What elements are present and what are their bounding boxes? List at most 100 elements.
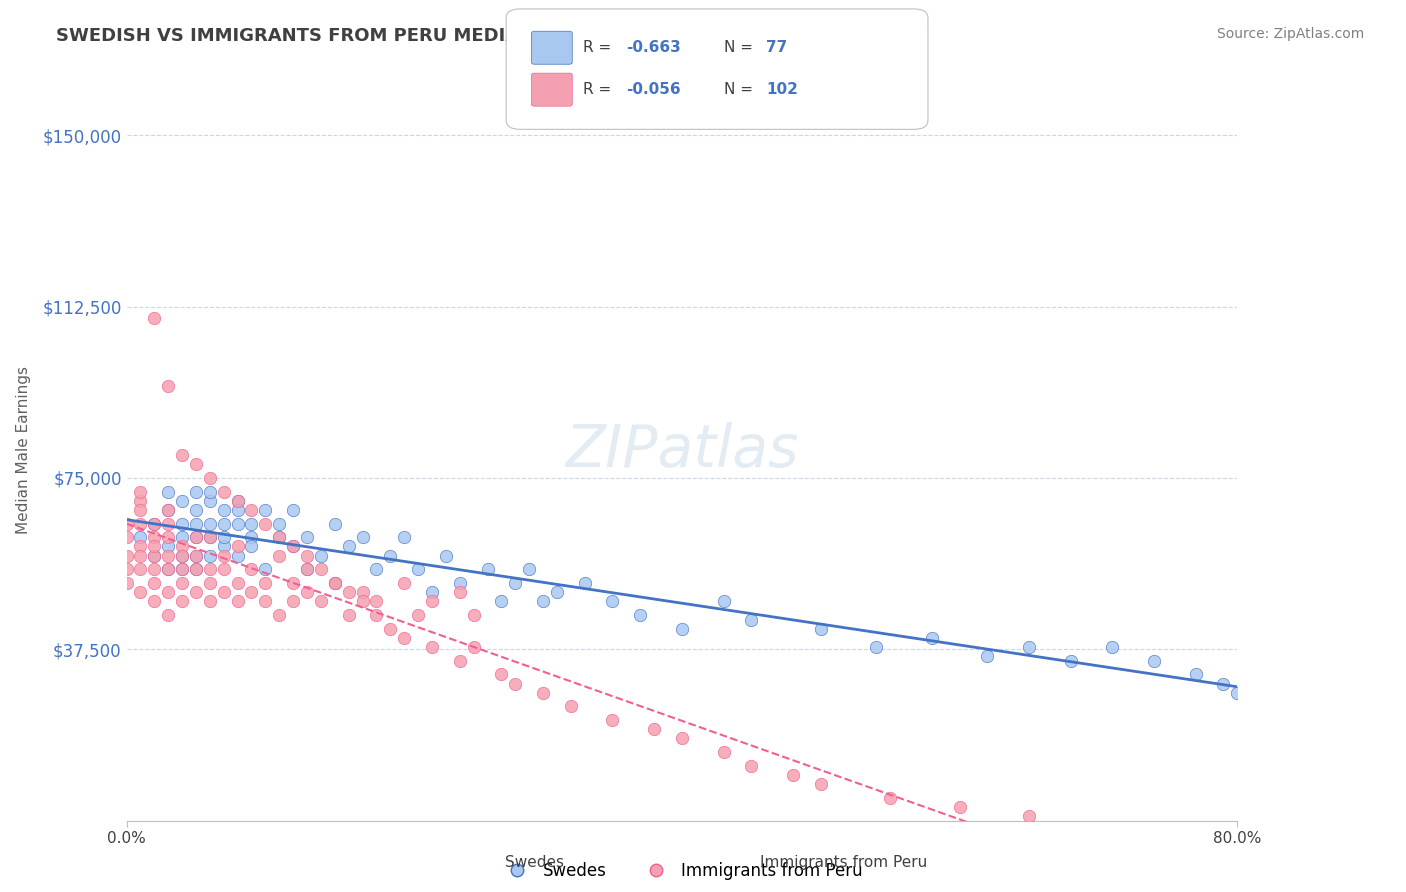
Y-axis label: Median Male Earnings: Median Male Earnings: [17, 367, 31, 534]
Point: [643, 723, 665, 737]
Point: [366, 594, 388, 608]
Point: [269, 516, 291, 531]
Point: [157, 562, 180, 576]
Point: [143, 516, 166, 531]
Text: ZIPatlas: ZIPatlas: [565, 422, 799, 479]
Point: [295, 562, 318, 576]
Point: [352, 585, 374, 599]
Point: [212, 549, 235, 563]
Text: 102: 102: [766, 82, 799, 96]
Point: [879, 790, 901, 805]
Point: [143, 516, 166, 531]
Point: [394, 576, 416, 591]
Point: [420, 640, 443, 654]
Point: [560, 699, 582, 714]
Point: [1101, 640, 1123, 654]
Point: [240, 585, 263, 599]
Point: [198, 484, 221, 499]
Point: [184, 530, 207, 544]
Point: [713, 594, 735, 608]
Point: [366, 562, 388, 576]
Point: [143, 594, 166, 608]
Point: [115, 549, 138, 563]
Point: [143, 549, 166, 563]
Point: [157, 540, 180, 554]
Point: [172, 562, 194, 576]
Point: [810, 622, 832, 636]
Text: R =: R =: [583, 82, 617, 96]
Text: Swedes: Swedes: [505, 855, 564, 870]
Point: [1226, 686, 1249, 700]
Point: [157, 503, 180, 517]
Point: [184, 503, 207, 517]
Point: [323, 576, 346, 591]
Point: [477, 562, 499, 576]
Point: [671, 622, 693, 636]
Point: [1184, 667, 1206, 681]
Point: [1018, 809, 1040, 823]
Point: [309, 549, 332, 563]
Point: [254, 594, 277, 608]
Point: [226, 594, 249, 608]
Point: [240, 540, 263, 554]
Point: [254, 503, 277, 517]
Point: [976, 649, 998, 664]
Point: [240, 503, 263, 517]
Point: [434, 549, 457, 563]
Text: -0.056: -0.056: [626, 82, 681, 96]
Point: [212, 503, 235, 517]
Point: [184, 457, 207, 471]
Point: [463, 607, 485, 622]
Point: [240, 530, 263, 544]
Point: [184, 549, 207, 563]
Point: [269, 607, 291, 622]
Point: [184, 530, 207, 544]
Point: [337, 607, 360, 622]
Point: [198, 594, 221, 608]
Point: [269, 530, 291, 544]
Point: [172, 516, 194, 531]
Point: [143, 540, 166, 554]
Point: [406, 607, 429, 622]
Point: [323, 576, 346, 591]
Point: [129, 549, 152, 563]
Point: [172, 448, 194, 462]
Point: [172, 530, 194, 544]
Point: [115, 562, 138, 576]
Point: [254, 516, 277, 531]
Point: [352, 530, 374, 544]
Point: [295, 549, 318, 563]
Text: -0.663: -0.663: [626, 40, 681, 54]
Point: [129, 493, 152, 508]
Point: [337, 540, 360, 554]
Point: [281, 540, 304, 554]
Point: [198, 530, 221, 544]
Point: [602, 713, 624, 727]
Point: [394, 530, 416, 544]
Text: 77: 77: [766, 40, 787, 54]
Point: [420, 594, 443, 608]
Text: R =: R =: [583, 40, 617, 54]
Point: [129, 516, 152, 531]
Point: [449, 654, 471, 668]
Point: [129, 540, 152, 554]
Point: [143, 530, 166, 544]
Point: [172, 594, 194, 608]
Point: [463, 640, 485, 654]
Point: [157, 549, 180, 563]
Point: [198, 516, 221, 531]
Point: [269, 549, 291, 563]
Point: [740, 613, 762, 627]
Point: [420, 585, 443, 599]
Point: [281, 594, 304, 608]
Point: [172, 562, 194, 576]
Point: [157, 607, 180, 622]
Point: [449, 585, 471, 599]
Point: [546, 585, 568, 599]
Point: [865, 640, 887, 654]
Point: [921, 631, 943, 645]
Point: [254, 576, 277, 591]
Point: [281, 503, 304, 517]
Point: [143, 576, 166, 591]
Point: [337, 585, 360, 599]
